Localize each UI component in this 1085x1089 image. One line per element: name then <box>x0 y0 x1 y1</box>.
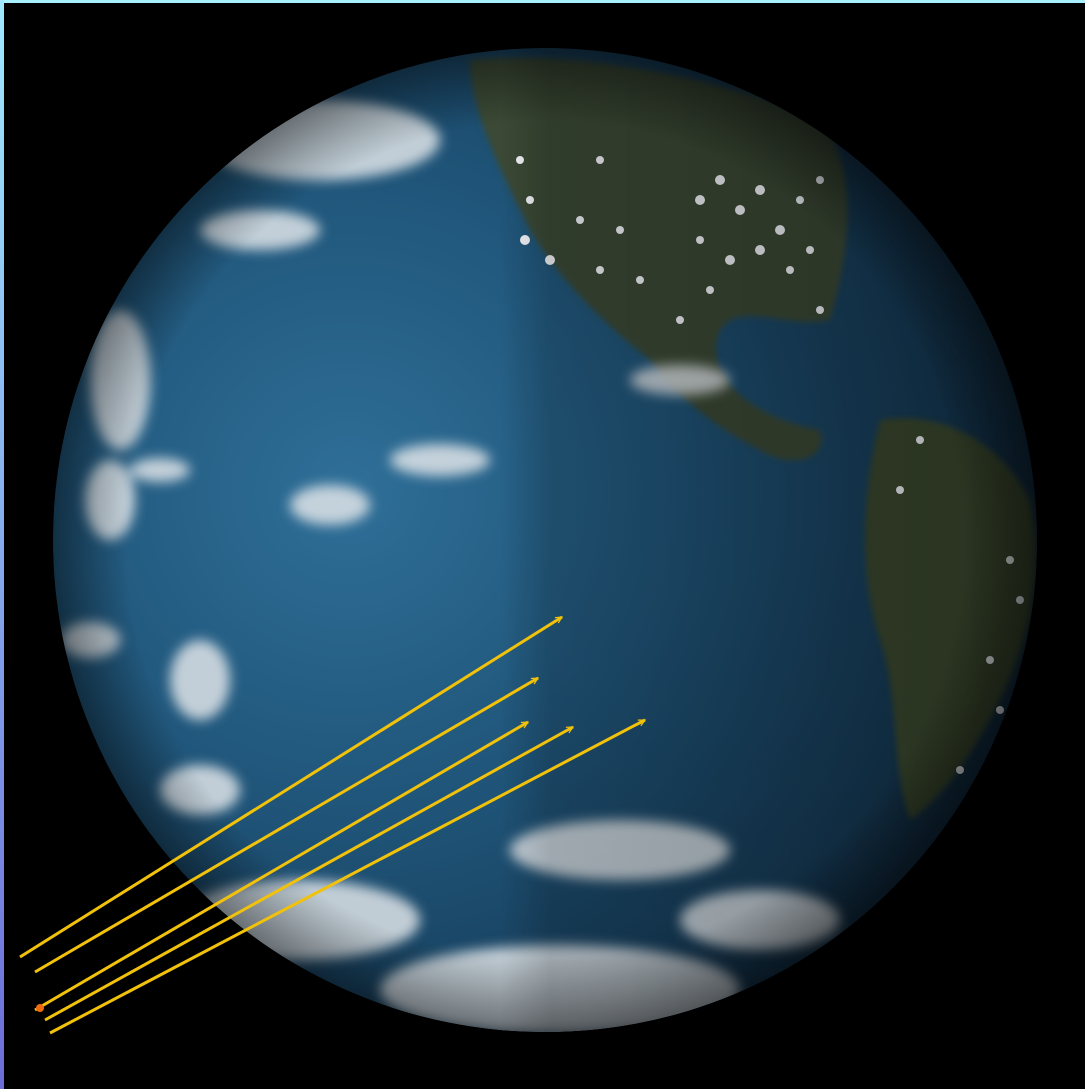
ray-arrow <box>34 720 528 1012</box>
ray-arrow <box>44 725 573 1022</box>
sun-rays <box>19 615 645 1035</box>
globe-rim <box>53 48 1037 1032</box>
ray-arrow <box>34 676 538 974</box>
frame-left <box>0 0 4 1089</box>
frame-top <box>0 0 1085 3</box>
ray-arrow <box>49 718 645 1035</box>
globe <box>53 48 1037 1032</box>
ray-arrow <box>19 615 562 959</box>
ray-origin <box>36 1004 44 1012</box>
